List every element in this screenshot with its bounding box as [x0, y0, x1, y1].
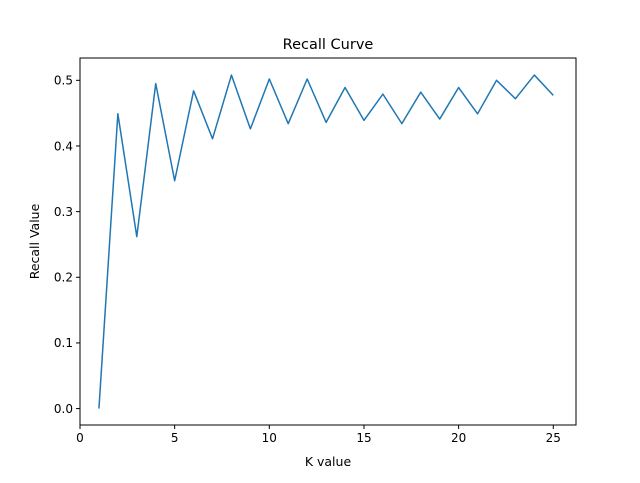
x-axis-ticks: 0 5 10 15 20 25 [76, 425, 561, 445]
plot-data-layer [98, 74, 554, 409]
x-tick-label: 5 [171, 431, 179, 445]
y-tick-label: 0.0 [54, 402, 73, 416]
x-tick-label: 20 [451, 431, 466, 445]
y-axis-label: Recall Value [27, 203, 42, 279]
y-tick-label: 0.1 [54, 336, 73, 350]
y-axis-ticks: 0.0 0.1 0.2 0.3 0.4 0.5 [54, 74, 80, 416]
x-tick-label: 25 [546, 431, 561, 445]
plot-frame [79, 57, 577, 426]
series-line-0 [98, 74, 554, 409]
chart-title: Recall Curve [283, 37, 374, 53]
y-tick-label: 0.2 [54, 271, 73, 285]
x-tick-label: 10 [262, 431, 277, 445]
y-tick-label: 0.4 [54, 139, 73, 153]
y-tick-label: 0.3 [54, 205, 73, 219]
x-tick-label: 0 [76, 431, 84, 445]
x-axis-label: K value [305, 454, 352, 469]
x-tick-label: 15 [356, 431, 371, 445]
y-tick-label: 0.5 [54, 74, 73, 88]
